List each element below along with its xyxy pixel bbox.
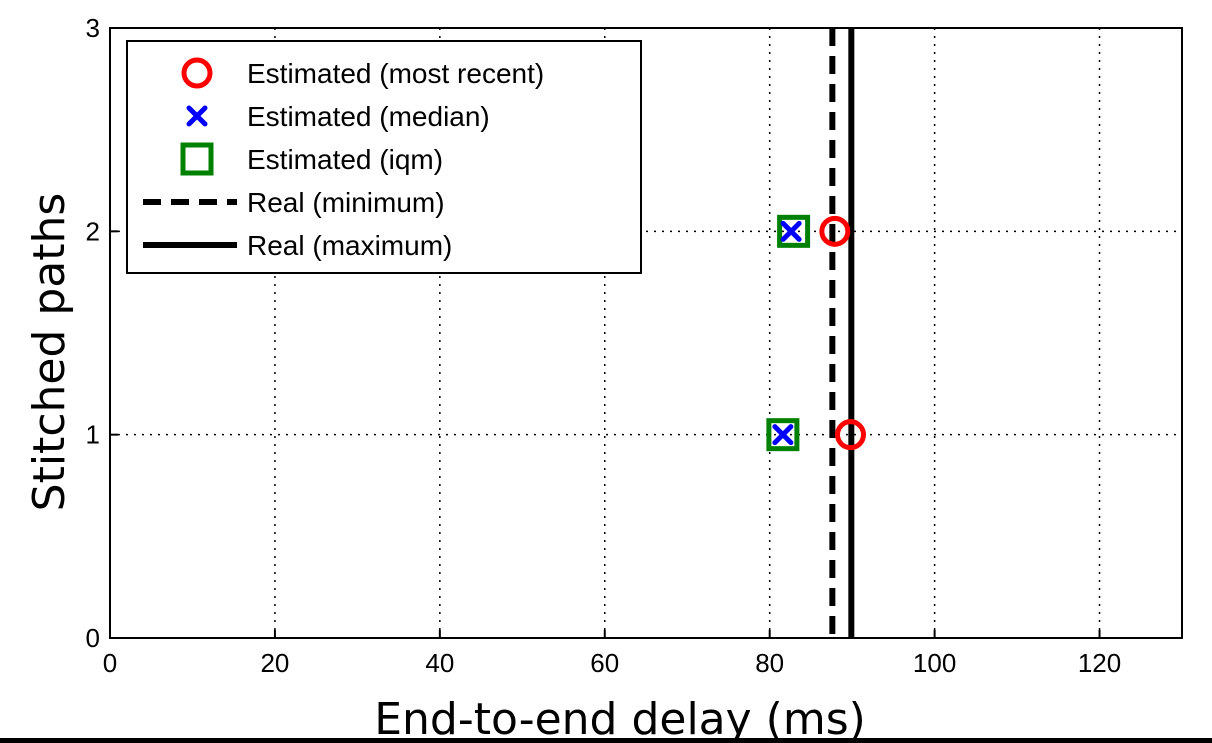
legend-square-swatch bbox=[180, 142, 214, 176]
data-markers bbox=[766, 214, 867, 452]
legend-label: Estimated (most recent) bbox=[247, 58, 544, 89]
circle-data-point bbox=[819, 215, 851, 247]
x-marker-stroke bbox=[186, 105, 208, 127]
y-axis-label: Stitched paths bbox=[24, 193, 75, 512]
legend-label: Estimated (iqm) bbox=[247, 144, 443, 175]
grid-lines bbox=[110, 28, 1182, 638]
x-tick-label: 20 bbox=[260, 648, 289, 678]
x-tick-label: 60 bbox=[590, 648, 619, 678]
y-tick-label: 2 bbox=[86, 216, 100, 246]
legend-label: Estimated (median) bbox=[247, 101, 490, 132]
x-axis-label: End-to-end delay (ms) bbox=[374, 694, 866, 738]
x-tick-label: 0 bbox=[103, 648, 117, 678]
x-marker-stroke bbox=[780, 220, 802, 242]
y-axis-ticks: 0 1 2 3 bbox=[86, 13, 118, 653]
legend-label: Real (minimum) bbox=[247, 187, 445, 218]
square-data-point bbox=[766, 418, 800, 452]
x-tick-label: 40 bbox=[425, 648, 454, 678]
x-data-point bbox=[780, 220, 802, 242]
x-axis-ticks: 0 20 40 60 80 100 120 bbox=[103, 630, 1121, 678]
x-tick-label: 100 bbox=[913, 648, 956, 678]
y-tick-label: 1 bbox=[86, 420, 100, 450]
x-tick-label: 80 bbox=[755, 648, 784, 678]
y-tick-label: 3 bbox=[86, 13, 100, 43]
circle-data-point bbox=[835, 419, 867, 451]
square-data-point bbox=[777, 214, 811, 248]
x-data-point bbox=[772, 424, 794, 446]
x-tick-label: 120 bbox=[1078, 648, 1121, 678]
plot-frame bbox=[109, 27, 1183, 639]
x-marker-stroke bbox=[772, 424, 794, 446]
legend: Estimated (most recent) Estimated (median… bbox=[126, 40, 642, 274]
y-tick-label: 0 bbox=[86, 623, 100, 653]
legend-label: Real (maximum) bbox=[247, 230, 452, 261]
legend-x-swatch bbox=[186, 105, 208, 127]
reference-lines bbox=[829, 28, 855, 638]
legend-circle-swatch bbox=[181, 57, 213, 89]
